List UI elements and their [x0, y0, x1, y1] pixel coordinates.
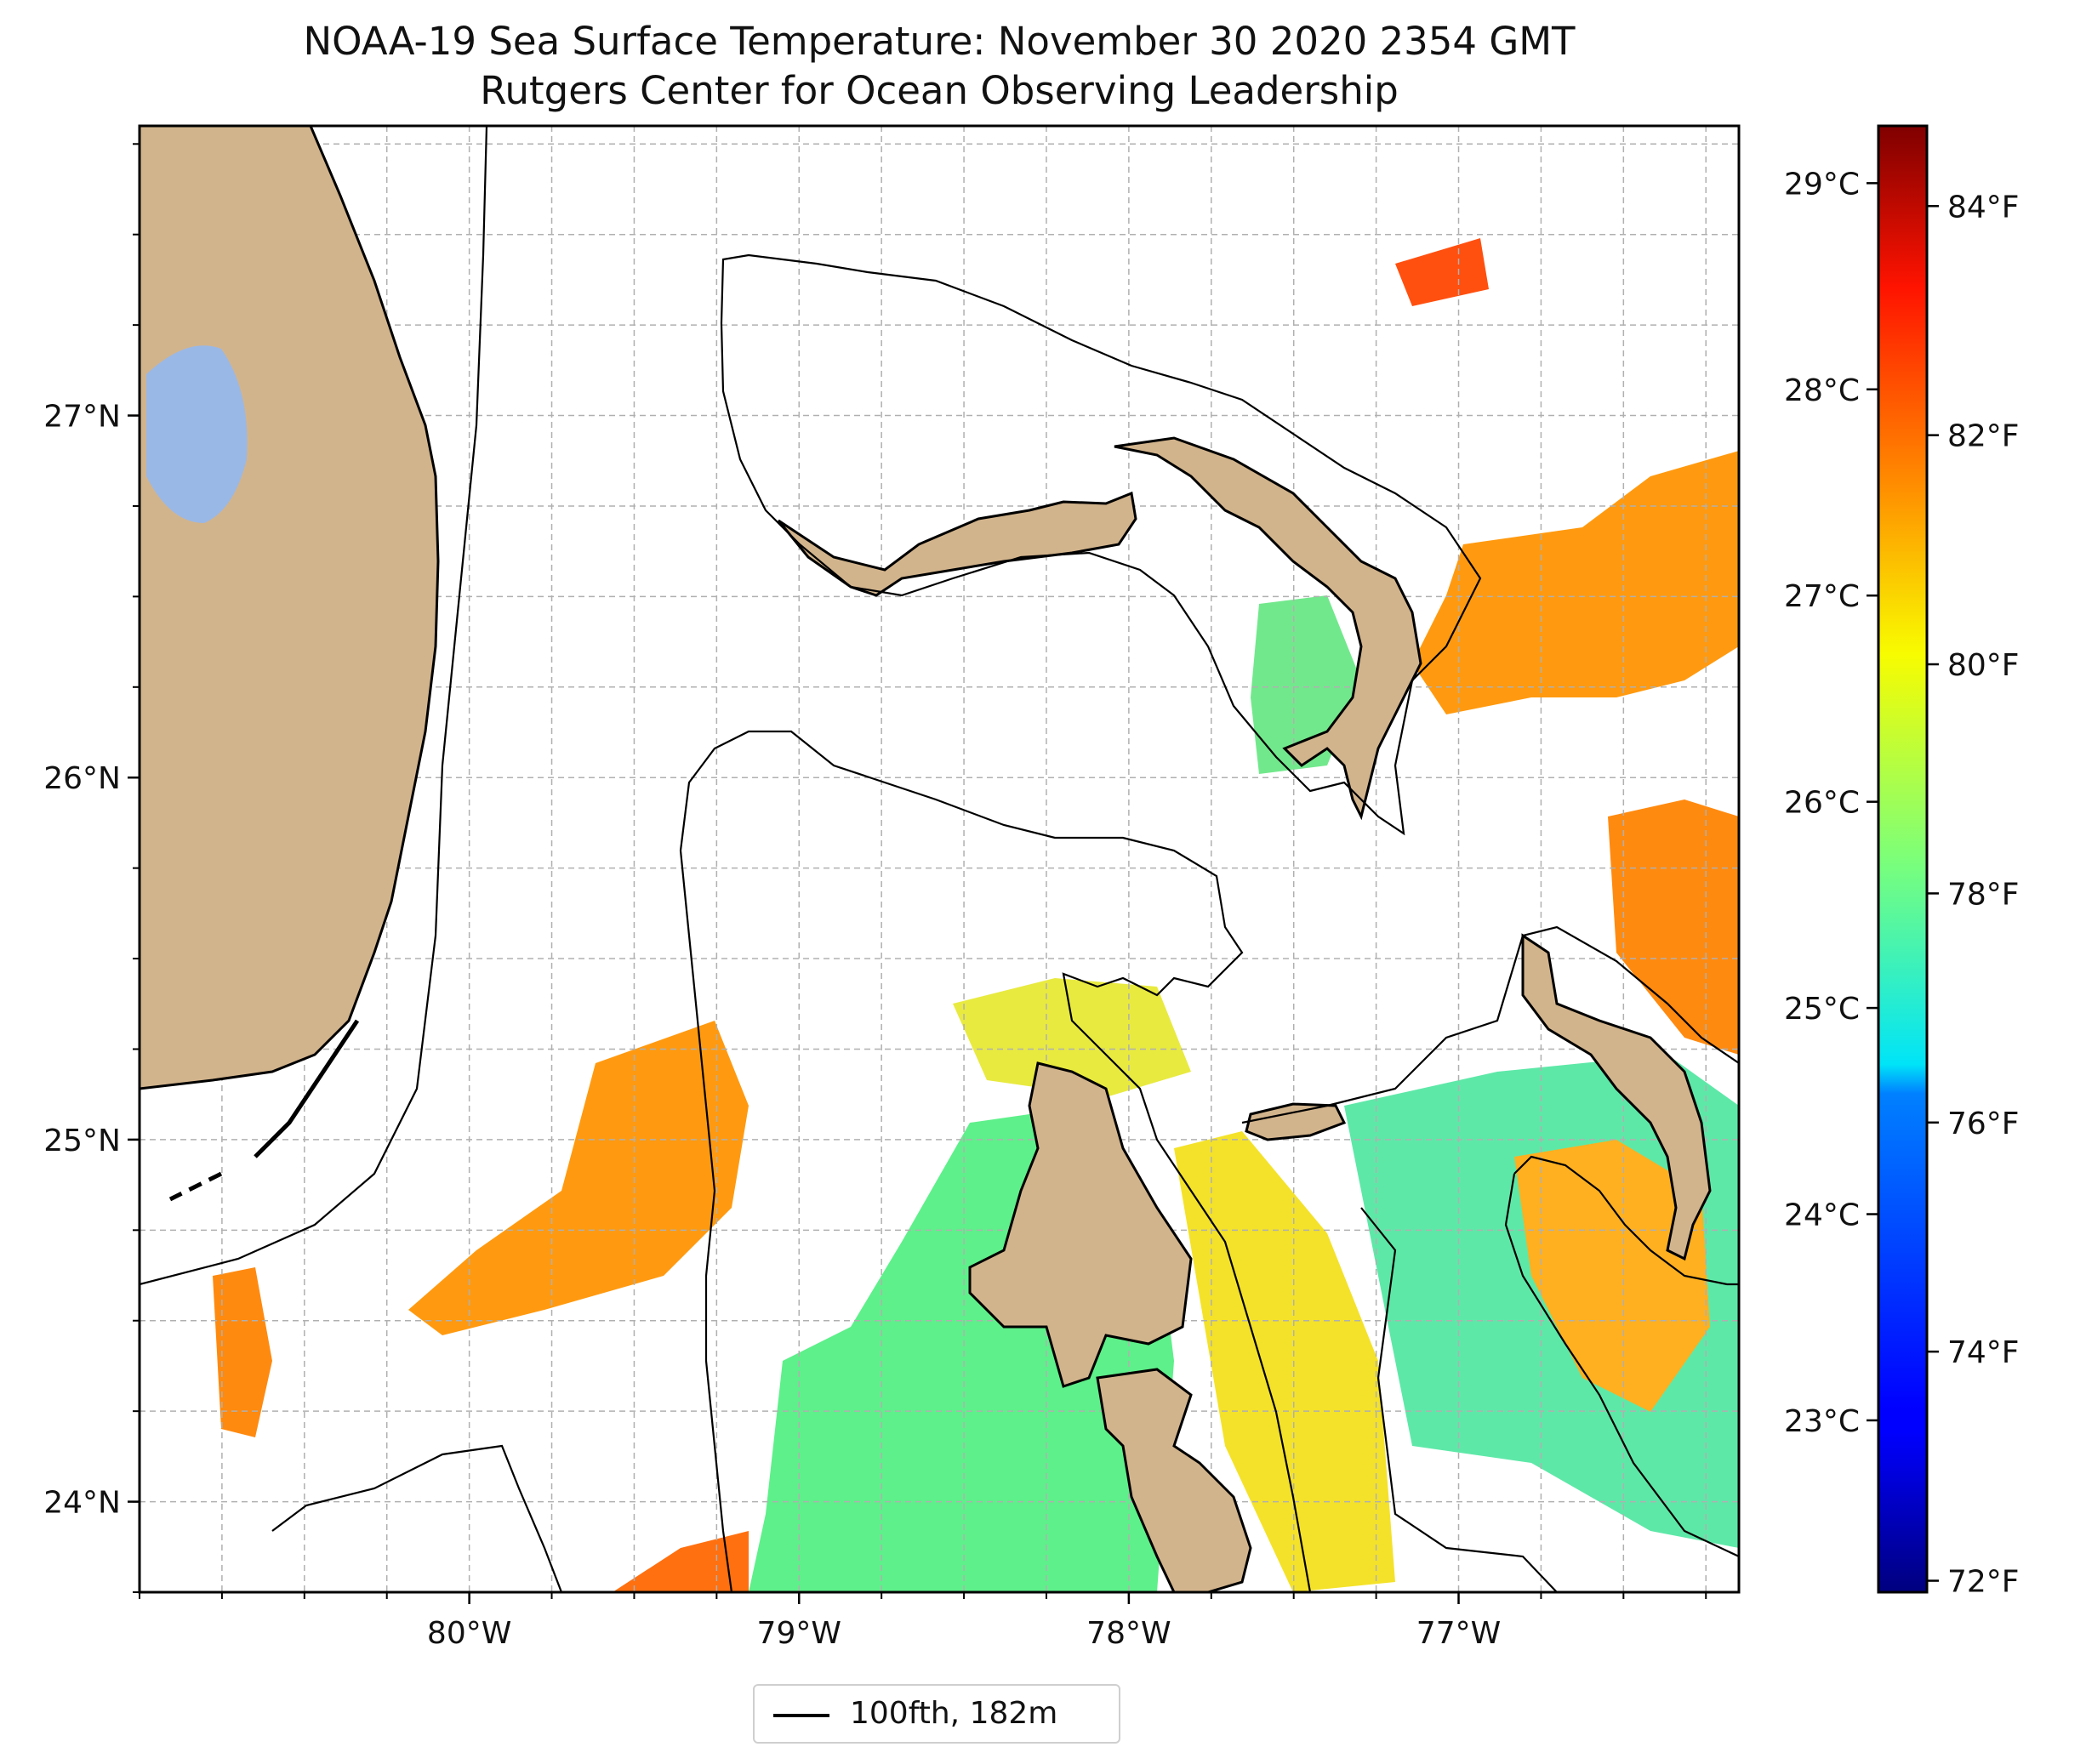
andros-north: [968, 1061, 1193, 1388]
colorbar-ticks-fahrenheit: 72°F 74°F 76°F 78°F 80°F 82°F 84°F: [1927, 190, 2020, 1600]
great-abaco: [1114, 436, 1422, 821]
grand-bahama: [777, 491, 1137, 597]
contour-great-bahama-bank: [679, 730, 1312, 1592]
colorbar-label-c: 23°C: [1784, 1404, 1860, 1439]
lake-okeechobee: [146, 345, 248, 523]
sst-patch-yellow-center: [1174, 1131, 1395, 1592]
colorbar-label-f: 82°F: [1947, 419, 2020, 454]
contour-nw-providence: [1241, 925, 1739, 1124]
legend: 100fth, 182m: [753, 1684, 1120, 1744]
colorbar-label-f: 76°F: [1947, 1107, 2020, 1141]
florida-keys-upper: [254, 1019, 360, 1158]
colorbar-label-c: 28°C: [1784, 373, 1860, 408]
sst-patch-orange-south: [613, 1531, 749, 1592]
map-subtitle: Rutgers Center for Ocean Observing Leade…: [480, 68, 1399, 113]
andros-south: [1096, 1368, 1252, 1592]
contours-100fth: [140, 126, 1739, 1592]
lat-tick-label: 24°N: [43, 1486, 121, 1521]
sst-patch-orange-keys: [213, 1267, 272, 1437]
sst-patch-red-north: [1395, 238, 1489, 306]
map-content: [140, 126, 1739, 1592]
colorbar-ticks-celsius: 23°C 24°C 25°C 26°C 27°C 28°C 29°C: [1784, 167, 1878, 1439]
map-title: NOAA-19 Sea Surface Temperature: Novembe…: [303, 19, 1576, 64]
contour-florida-shelf: [140, 126, 488, 1286]
contour-cuba-north: [271, 1444, 563, 1592]
colorbar-label-f: 84°F: [1947, 190, 2020, 225]
lat-tick-label: 27°N: [43, 400, 121, 435]
lat-tick-label: 25°N: [43, 1124, 121, 1158]
colorbar-label-c: 25°C: [1784, 992, 1860, 1027]
sst-patch-yellow-mid: [953, 978, 1191, 1097]
new-providence: [1245, 1102, 1347, 1141]
colorbar-label-c: 24°C: [1784, 1198, 1860, 1233]
legend-label: 100fth, 182m: [850, 1696, 1058, 1731]
contour-exuma-south: [1504, 1173, 1739, 1557]
colorbar-label-f: 72°F: [1947, 1565, 2020, 1600]
latitude-axis: 27°N 26°N 25°N 24°N: [43, 143, 140, 1593]
eleuthera: [1521, 933, 1712, 1261]
colorbar-label-c: 29°C: [1784, 167, 1860, 202]
contour-exuma-north: [1513, 1155, 1739, 1286]
longitude-axis: 80°W 79°W 78°W 77°W: [139, 1592, 1707, 1651]
colorbar-label-f: 78°F: [1947, 877, 2020, 912]
contour-little-bahama-bank: [720, 253, 1482, 836]
sst-patch-orange-east: [1514, 1140, 1710, 1412]
contour-tongue-ocean: [1360, 1207, 1558, 1592]
lon-tick-label: 79°W: [757, 1616, 841, 1651]
colorbar: [1877, 124, 1929, 1594]
map-frame: [138, 124, 1741, 1594]
sst-imagery: [213, 238, 1739, 1592]
lat-tick-label: 26°N: [43, 761, 121, 796]
sst-patch-orange-w: [408, 1021, 749, 1335]
gridlines: [140, 126, 1739, 1592]
colorbar-label-f: 80°F: [1947, 648, 2020, 683]
lon-tick-label: 77°W: [1416, 1616, 1501, 1651]
colorbar-label-c: 27°C: [1784, 579, 1860, 614]
colorbar-label-f: 74°F: [1947, 1335, 2020, 1370]
sst-patch-orange-ne: [1412, 451, 1739, 714]
colorbar-label-c: 26°C: [1784, 786, 1860, 821]
legend-line-swatch: [773, 1714, 829, 1717]
lon-tick-label: 80°W: [427, 1616, 511, 1651]
florida-keys-lower: [168, 1171, 223, 1202]
lon-tick-label: 78°W: [1086, 1616, 1171, 1651]
